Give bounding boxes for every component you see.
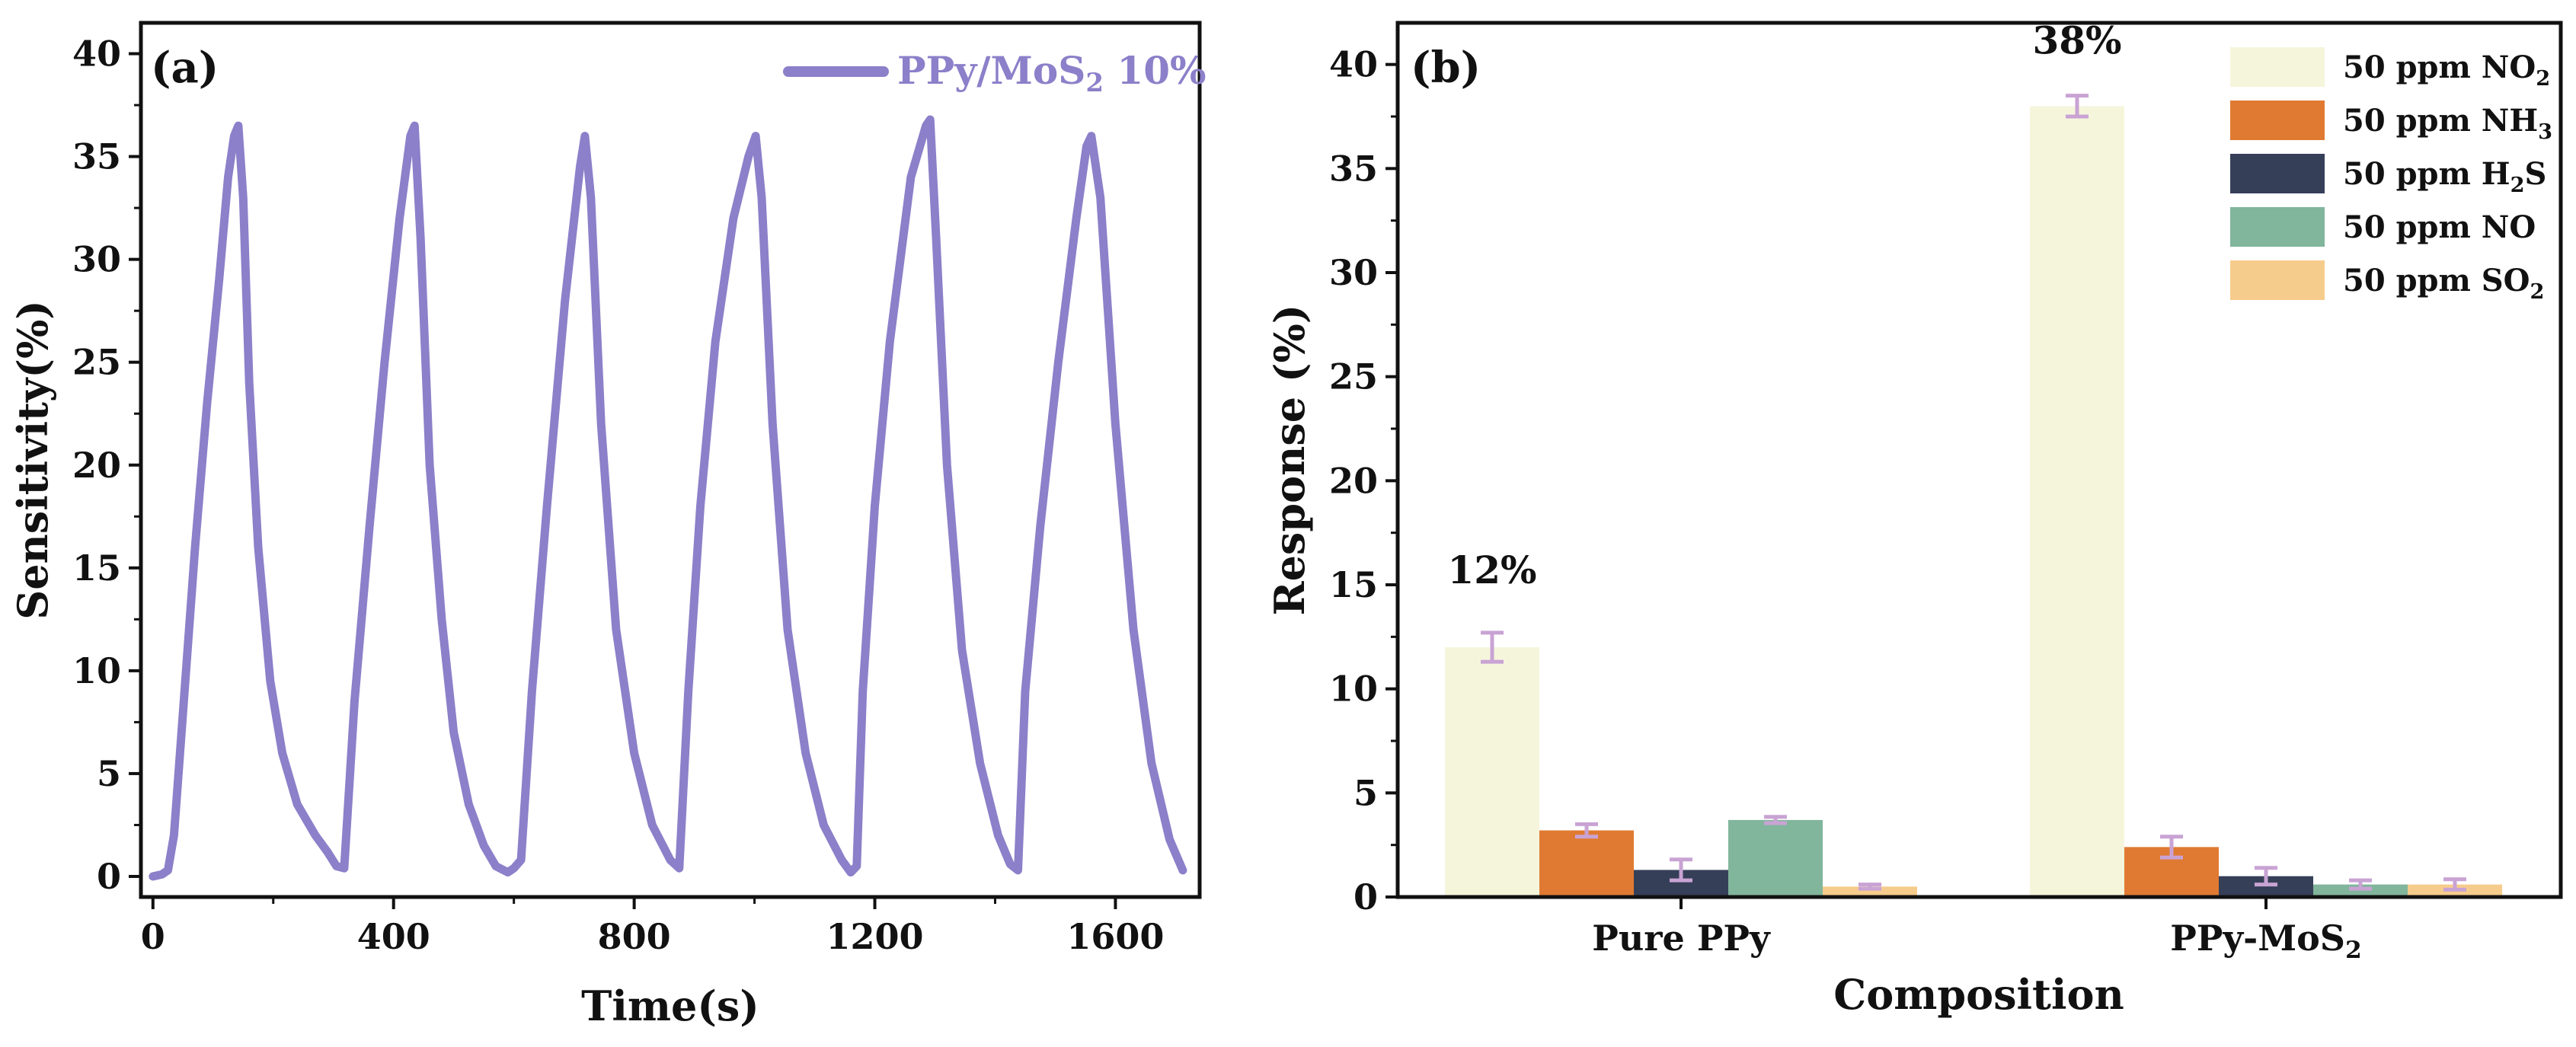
legend-swatch [2230, 101, 2325, 140]
x-tick-label: 1200 [826, 916, 924, 957]
x-tick-label: 0 [141, 916, 165, 957]
y-tick-label: 20 [72, 445, 121, 486]
sensitivity-line [149, 115, 1187, 881]
x-tick-label: Pure PPy [1592, 918, 1771, 959]
y-tick-label: 10 [1329, 669, 1378, 710]
legend-label: 50 ppm SO2 [2343, 263, 2544, 304]
y-tick-label: 40 [72, 34, 121, 75]
bar-annotation: 12% [1447, 547, 1536, 592]
x-tick-label: 1600 [1066, 916, 1164, 957]
y-tick-label: 35 [72, 136, 121, 177]
x-tick-label: PPy-MoS2 [2170, 918, 2362, 964]
legend-label-ppy-mos2: PPy/MoS2 10% [897, 48, 1207, 98]
legend-swatch [2230, 154, 2325, 193]
y-tick-label: 30 [1329, 252, 1378, 293]
panel-b-ticks: 0 5 10 15 20 25 30 35 40 [1329, 44, 2268, 918]
y-tick-label: 25 [1329, 356, 1378, 397]
panel-b-bars [1445, 106, 2502, 897]
y-tick-label: 10 [72, 650, 121, 691]
bar [1539, 830, 1634, 897]
y-tick-label: 30 [72, 239, 121, 280]
y-tick-label: 0 [97, 856, 121, 897]
legend-swatch [2230, 260, 2325, 300]
y-tick-label: 5 [1354, 772, 1378, 813]
panel-a-y-axis-title: Sensitivity(%) [8, 300, 57, 620]
panel-a-ticks: 0 400 800 1200 1600 0 5 10 15 20 25 30 35 40 [72, 34, 1164, 957]
legend-swatch [2230, 47, 2325, 87]
bar [2030, 106, 2124, 897]
y-tick-label: 20 [1329, 460, 1378, 501]
x-tick-label: 400 [357, 916, 430, 957]
y-tick-label: 15 [1329, 564, 1378, 605]
x-tick-label: 800 [598, 916, 671, 957]
bar [2313, 884, 2408, 897]
legend-swatch [2230, 207, 2325, 247]
panel-b-y-axis-title: Response (%) [1265, 305, 1314, 616]
panel-a-legend: PPy/MoS2 10% [783, 48, 1207, 98]
panel-a-line-chart: 0 400 800 1200 1600 0 5 10 15 20 25 30 35 40 (a) PPy/… [8, 21, 1207, 1030]
panel-a-label: (a) [151, 43, 219, 93]
y-tick-label: 25 [72, 342, 121, 383]
legend-label: 50 ppm H2S [2343, 156, 2546, 197]
y-tick-label: 5 [97, 753, 121, 794]
bar-annotation: 38% [2032, 18, 2121, 63]
bar [1823, 886, 1917, 897]
y-tick-label: 15 [72, 547, 121, 589]
panel-a-frame [139, 21, 1202, 899]
y-tick-label: 40 [1329, 44, 1378, 85]
panel-b-label: (b) [1411, 43, 1481, 93]
y-tick-label: 0 [1354, 876, 1378, 918]
panel-b-legend: 50 ppm NO2 50 ppm NH3 50 ppm H2S 50 ppm NO 5… [2230, 47, 2552, 304]
panel-b-error-bars [1481, 94, 2466, 892]
panel-a-x-axis-title: Time(s) [581, 982, 759, 1030]
panel-b-frame [1395, 21, 2563, 899]
legend-label: 50 ppm NO [2343, 209, 2536, 245]
panel-b-x-axis-title: Composition [1833, 970, 2124, 1019]
panel-b-category-labels: Pure PPy PPy-MoS2 [1592, 918, 2362, 964]
legend-label: 50 ppm NO2 [2343, 49, 2550, 91]
y-tick-label: 35 [1329, 148, 1378, 189]
panel-b-annotations: 12% 38% [1447, 18, 2121, 592]
bar [1445, 647, 1539, 897]
legend-label: 50 ppm NH3 [2343, 103, 2552, 144]
bar [1728, 819, 1823, 897]
